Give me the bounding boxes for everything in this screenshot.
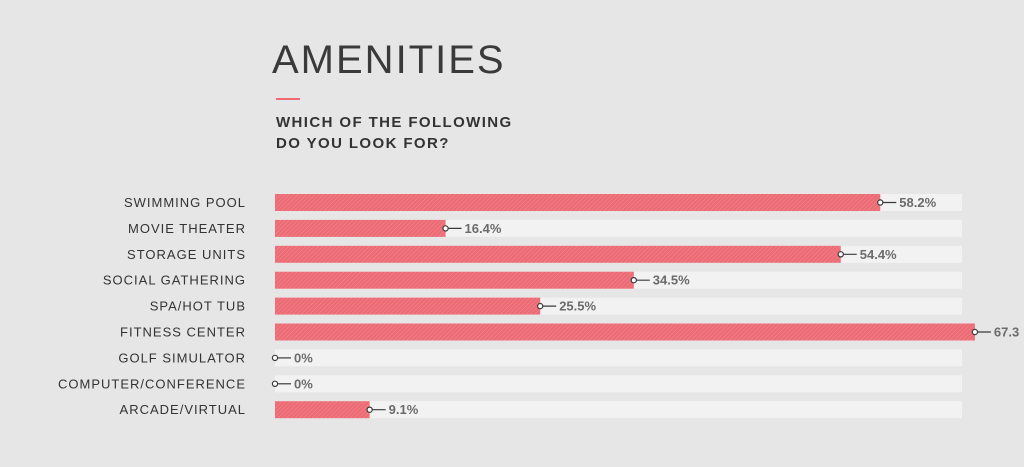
value-marker: [271, 380, 279, 387]
question-text: WHICH OF THE FOLLOWING DO YOU LOOK FOR?: [276, 112, 513, 154]
question-line-1: WHICH OF THE FOLLOWING: [276, 114, 513, 131]
category-label: STORAGE UNITS: [127, 247, 246, 262]
value-label: 67.3: [994, 325, 1019, 340]
value-marker: [537, 302, 544, 310]
bar: [275, 219, 446, 237]
category-label: SOCIAL GATHERING: [103, 273, 246, 288]
category-label: GOLF SIMULATOR: [118, 350, 246, 365]
value-label: 9.1%: [389, 402, 419, 417]
value-marker: [837, 251, 844, 258]
bar-track: [275, 219, 962, 237]
accent-rule: [276, 98, 300, 100]
value-marker: [877, 199, 884, 206]
value-marker: [442, 225, 449, 232]
category-label: MOVIE THEATER: [128, 221, 246, 236]
category-label: SWIMMING POOL: [124, 195, 246, 210]
value-marker: [366, 406, 373, 413]
category-label: FITNESS CENTER: [120, 325, 246, 340]
value-marker: [630, 277, 638, 284]
bar: [275, 194, 881, 211]
value-label: 16.4%: [465, 221, 502, 236]
value-label: 0%: [294, 350, 313, 365]
bar-track: [275, 349, 962, 367]
value-label: 34.5%: [653, 273, 690, 288]
value-label: 54.4%: [860, 247, 897, 262]
bar: [275, 297, 541, 315]
bar: [275, 271, 634, 289]
bar-track: [275, 401, 962, 419]
value-label: 58.2%: [899, 195, 936, 210]
value-label: 0%: [294, 376, 313, 391]
value-label: 25.5%: [559, 299, 596, 314]
page-title: AMENITIES: [272, 38, 506, 82]
value-marker: [271, 354, 279, 362]
bar-track: [275, 375, 962, 393]
question-line-2: DO YOU LOOK FOR?: [276, 135, 450, 152]
category-label: ARCADE/VIRTUAL: [120, 402, 246, 417]
value-marker: [971, 328, 979, 336]
category-label: SPA/HOT TUB: [150, 299, 246, 314]
category-label: COMPUTER/CONFERENCE: [58, 376, 246, 391]
bar: [275, 323, 975, 341]
bar: [275, 401, 370, 419]
bar: [275, 245, 841, 263]
